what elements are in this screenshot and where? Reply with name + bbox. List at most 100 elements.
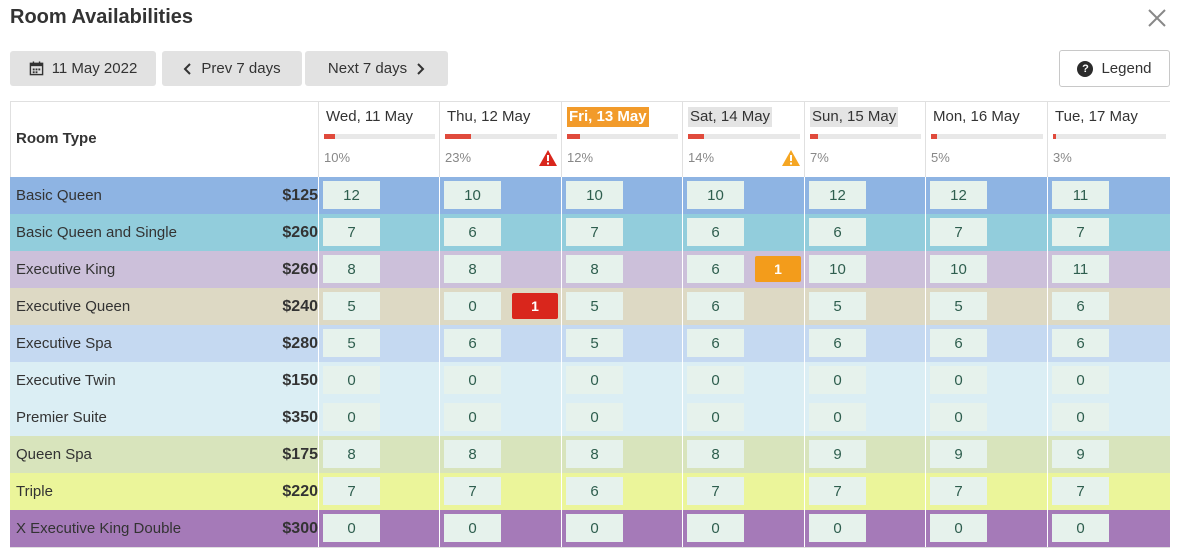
room-type-name: Triple (16, 483, 53, 500)
available-count[interactable]: 9 (930, 440, 987, 468)
available-count[interactable]: 10 (930, 255, 987, 283)
available-count[interactable]: 6 (687, 255, 744, 283)
available-count[interactable]: 0 (687, 366, 744, 394)
available-count[interactable]: 6 (444, 329, 501, 357)
available-count[interactable]: 9 (1052, 440, 1109, 468)
available-count[interactable]: 0 (809, 403, 866, 431)
available-count[interactable]: 6 (1052, 292, 1109, 320)
available-count[interactable]: 9 (809, 440, 866, 468)
availability-cell: 5 (318, 325, 439, 362)
room-type-name: Executive Queen (16, 298, 131, 315)
available-count[interactable]: 6 (687, 218, 744, 246)
availability-cell: 12 (925, 177, 1047, 214)
available-count[interactable]: 0 (566, 403, 623, 431)
available-count[interactable]: 0 (444, 403, 501, 431)
available-count[interactable]: 11 (1052, 181, 1109, 209)
date-picker-button[interactable]: 11 May 2022 (10, 51, 156, 86)
availability-cell: 0 (682, 399, 804, 436)
room-price: $300 (282, 520, 318, 537)
available-count[interactable]: 10 (444, 181, 501, 209)
available-count[interactable]: 10 (566, 181, 623, 209)
available-count[interactable]: 8 (566, 255, 623, 283)
available-count[interactable]: 6 (687, 329, 744, 357)
availability-cell: 11 (1047, 177, 1170, 214)
occupancy-bar (688, 134, 800, 139)
available-count[interactable]: 8 (444, 255, 501, 283)
page-title: Room Availabilities (10, 6, 194, 28)
available-count[interactable]: 8 (323, 440, 380, 468)
available-count[interactable]: 7 (444, 477, 501, 505)
availability-cell: 7 (561, 214, 682, 251)
legend-button[interactable]: ? Legend (1059, 50, 1170, 87)
available-count[interactable]: 12 (323, 181, 380, 209)
available-count[interactable]: 5 (323, 292, 380, 320)
available-count[interactable]: 7 (323, 218, 380, 246)
available-count[interactable]: 6 (930, 329, 987, 357)
room-row: Executive Spa $280 5 6 5 6 6 6 6 (10, 325, 1170, 362)
available-count[interactable]: 8 (687, 440, 744, 468)
availability-cell: 0 (318, 510, 439, 547)
available-count[interactable]: 7 (323, 477, 380, 505)
available-count[interactable]: 6 (687, 292, 744, 320)
available-count[interactable]: 8 (444, 440, 501, 468)
available-count[interactable]: 0 (1052, 403, 1109, 431)
available-count[interactable]: 7 (809, 477, 866, 505)
available-count[interactable]: 0 (687, 403, 744, 431)
day-label: Fri, 13 May (567, 107, 649, 127)
available-count[interactable]: 0 (444, 292, 501, 320)
available-count[interactable]: 7 (687, 477, 744, 505)
available-count[interactable]: 8 (323, 255, 380, 283)
available-count[interactable]: 0 (1052, 366, 1109, 394)
available-count[interactable]: 0 (566, 514, 623, 542)
available-count[interactable]: 6 (809, 218, 866, 246)
available-count[interactable]: 0 (444, 366, 501, 394)
occupancy-bar (324, 134, 435, 139)
close-icon[interactable] (1145, 6, 1169, 30)
room-row: Executive Queen $240 5 0 1 5 6 5 5 6 (10, 288, 1170, 325)
availability-cell: 8 (561, 251, 682, 288)
available-count[interactable]: 12 (930, 181, 987, 209)
available-count[interactable]: 0 (930, 366, 987, 394)
available-count[interactable]: 0 (809, 514, 866, 542)
available-count[interactable]: 7 (930, 477, 987, 505)
available-count[interactable]: 5 (566, 329, 623, 357)
availability-cell: 10 (925, 251, 1047, 288)
available-count[interactable]: 7 (1052, 218, 1109, 246)
available-count[interactable]: 7 (566, 218, 623, 246)
available-count[interactable]: 0 (444, 514, 501, 542)
available-count[interactable]: 6 (1052, 329, 1109, 357)
available-count[interactable]: 0 (809, 366, 866, 394)
available-count[interactable]: 5 (930, 292, 987, 320)
availability-cell: 0 (682, 362, 804, 399)
day-label: Tue, 17 May (1055, 108, 1138, 125)
room-row: Executive Twin $150 0 0 0 0 0 0 0 (10, 362, 1170, 399)
available-count[interactable]: 5 (323, 329, 380, 357)
available-count[interactable]: 0 (930, 403, 987, 431)
available-count[interactable]: 8 (566, 440, 623, 468)
overbooking-badge[interactable]: 1 (755, 256, 801, 282)
available-count[interactable]: 10 (809, 255, 866, 283)
next-7-days-button[interactable]: Next 7 days (305, 51, 448, 86)
available-count[interactable]: 12 (809, 181, 866, 209)
available-count[interactable]: 7 (1052, 477, 1109, 505)
chevron-left-icon (183, 62, 192, 75)
available-count[interactable]: 6 (444, 218, 501, 246)
available-count[interactable]: 7 (930, 218, 987, 246)
available-count[interactable]: 0 (930, 514, 987, 542)
prev-7-days-button[interactable]: Prev 7 days (162, 51, 302, 86)
available-count[interactable]: 6 (809, 329, 866, 357)
available-count[interactable]: 0 (687, 514, 744, 542)
availability-cell: 5 (804, 288, 925, 325)
available-count[interactable]: 0 (566, 366, 623, 394)
available-count[interactable]: 0 (323, 514, 380, 542)
available-count[interactable]: 0 (323, 403, 380, 431)
available-count[interactable]: 5 (809, 292, 866, 320)
available-count[interactable]: 5 (566, 292, 623, 320)
available-count[interactable]: 11 (1052, 255, 1109, 283)
occupancy-percent: 12% (567, 150, 594, 165)
available-count[interactable]: 0 (1052, 514, 1109, 542)
available-count[interactable]: 6 (566, 477, 623, 505)
available-count[interactable]: 0 (323, 366, 380, 394)
overbooking-badge[interactable]: 1 (512, 293, 558, 319)
available-count[interactable]: 10 (687, 181, 744, 209)
